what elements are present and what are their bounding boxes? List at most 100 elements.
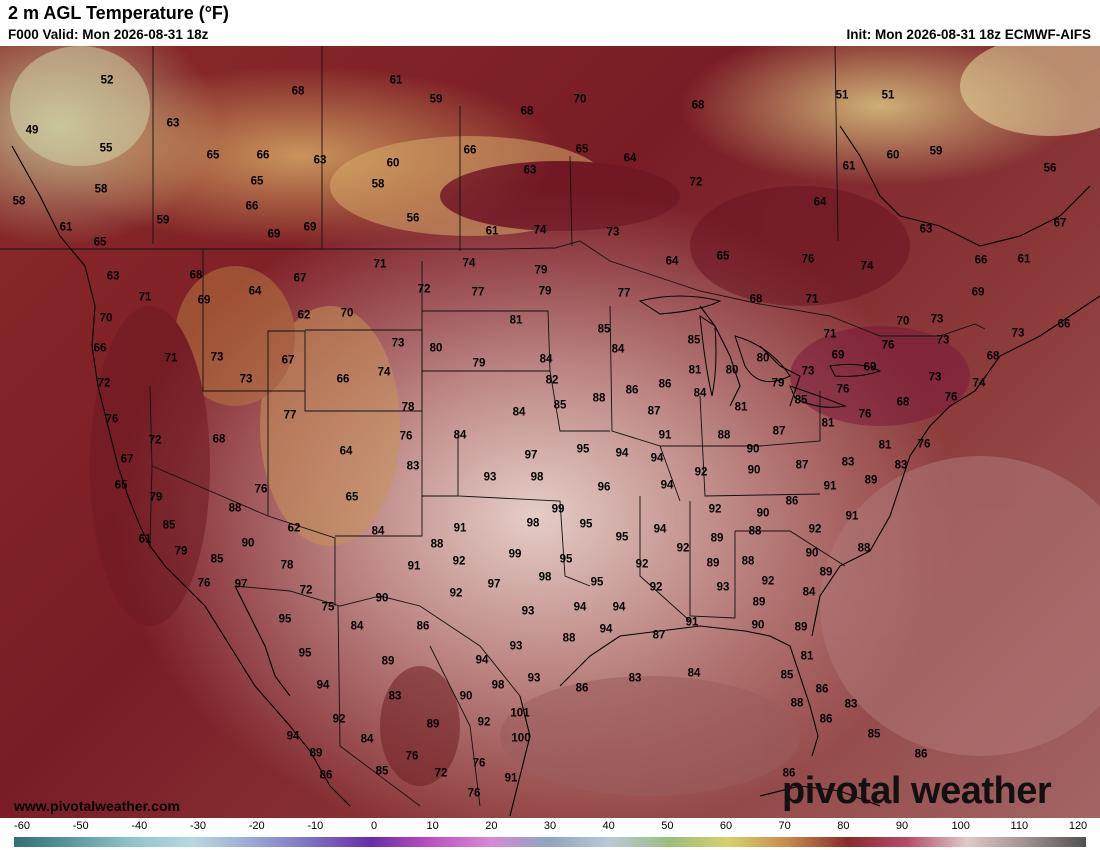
temperature-value: 59	[929, 145, 943, 158]
temperature-value: 73	[928, 371, 942, 384]
temperature-value: 85	[210, 553, 224, 566]
temperature-value: 65	[114, 479, 128, 492]
temperature-value: 68	[691, 99, 705, 112]
temperature-value: 66	[974, 254, 988, 267]
temperature-value: 91	[407, 560, 421, 573]
temperature-value: 70	[340, 307, 354, 320]
temperature-value: 68	[749, 293, 763, 306]
temperature-value: 88	[228, 502, 242, 515]
temperature-value: 77	[617, 287, 631, 300]
temperature-value: 63	[313, 154, 327, 167]
temperature-value: 98	[530, 471, 544, 484]
temperature-value: 79	[149, 491, 163, 504]
temperature-value: 92	[649, 581, 663, 594]
temperature-value: 69	[303, 221, 317, 234]
temperature-value: 66	[336, 373, 350, 386]
color-scale-tick: -30	[190, 820, 206, 832]
temperature-value: 74	[462, 257, 476, 270]
color-scale-tick: -20	[248, 820, 265, 832]
temperature-value: 83	[406, 460, 420, 473]
temperature-value: 90	[375, 592, 389, 605]
temperature-value: 84	[693, 387, 707, 400]
temperature-value: 94	[573, 601, 587, 614]
temperature-value: 66	[256, 149, 270, 162]
temperature-value: 73	[391, 337, 405, 350]
basemap-overlay	[0, 46, 1100, 817]
temperature-value: 78	[280, 559, 294, 572]
temperature-value: 85	[687, 334, 701, 347]
temperature-value: 85	[375, 765, 389, 778]
temperature-value: 66	[245, 200, 259, 213]
temperature-value: 76	[197, 577, 211, 590]
temperature-value: 84	[611, 343, 625, 356]
temperature-value: 68	[189, 269, 203, 282]
temperature-value: 89	[426, 718, 440, 731]
temperature-value: 83	[844, 698, 858, 711]
temperature-value: 61	[138, 533, 152, 546]
temperature-value: 64	[813, 196, 827, 209]
temperature-value: 61	[1017, 253, 1031, 266]
temperature-value: 85	[162, 519, 176, 532]
temperature-value: 76	[472, 757, 486, 770]
temperature-value: 86	[319, 769, 333, 782]
color-scale-tick: 0	[370, 820, 378, 832]
temperature-value: 63	[523, 164, 537, 177]
temperature-value: 91	[685, 616, 699, 629]
temperature-value: 91	[845, 510, 859, 523]
color-scale-tick: 10	[426, 820, 439, 832]
temperature-value: 61	[59, 221, 73, 234]
temperature-value: 87	[647, 405, 661, 418]
color-scale-tick: 70	[778, 820, 791, 832]
coastlines	[11, 125, 1100, 817]
temperature-value: 92	[761, 575, 775, 588]
temperature-value: 93	[509, 640, 523, 653]
temperature-value: 69	[971, 286, 985, 299]
temperature-value: 76	[467, 787, 481, 800]
temperature-value: 86	[782, 767, 796, 780]
temperature-value: 90	[805, 547, 819, 560]
temperature-value: 88	[790, 697, 804, 710]
temperature-value: 86	[416, 620, 430, 633]
temperature-value: 90	[751, 619, 765, 632]
temperature-value: 72	[148, 434, 162, 447]
temperature-value: 92	[449, 587, 463, 600]
temperature-value: 71	[805, 293, 819, 306]
temperature-value: 76	[881, 339, 895, 352]
temperature-value: 76	[801, 253, 815, 266]
temperature-value: 76	[858, 408, 872, 421]
temperature-value: 65	[250, 175, 264, 188]
temperature-value: 63	[166, 117, 180, 130]
brand-logo-text: pivotal weather	[782, 770, 1052, 812]
temperature-value: 76	[399, 430, 413, 443]
temperature-value: 81	[878, 439, 892, 452]
temperature-value: 64	[665, 255, 679, 268]
temperature-value: 70	[896, 315, 910, 328]
temperature-value: 94	[650, 452, 664, 465]
temperature-value: 60	[886, 149, 900, 162]
color-scale-tick: 20	[485, 820, 498, 832]
color-scale-tick: 40	[602, 820, 615, 832]
temperature-value: 86	[815, 683, 829, 696]
temperature-value: 76	[917, 438, 931, 451]
temperature-value: 95	[590, 576, 604, 589]
color-scale-tick: -40	[131, 820, 148, 832]
temperature-value: 81	[509, 314, 523, 327]
temperature-value: 65	[93, 236, 107, 249]
temperature-value: 83	[894, 459, 908, 472]
temperature-value: 51	[881, 89, 895, 102]
temperature-value: 97	[487, 578, 501, 591]
temperature-value: 70	[573, 93, 587, 106]
temperature-value: 101	[510, 707, 530, 720]
temperature-value: 90	[747, 464, 761, 477]
temperature-value: 73	[606, 226, 620, 239]
valid-time: F000 Valid: Mon 2026-08-31 18z	[8, 27, 209, 42]
temperature-value: 71	[138, 291, 152, 304]
temperature-value: 71	[823, 328, 837, 341]
temperature-value: 72	[434, 767, 448, 780]
temperature-value: 89	[819, 566, 833, 579]
temperature-value: 65	[716, 250, 730, 263]
color-scale-tick: 110	[1010, 820, 1029, 832]
temperature-value: 79	[534, 264, 548, 277]
temperature-value: 73	[930, 313, 944, 326]
temperature-value: 88	[430, 538, 444, 551]
